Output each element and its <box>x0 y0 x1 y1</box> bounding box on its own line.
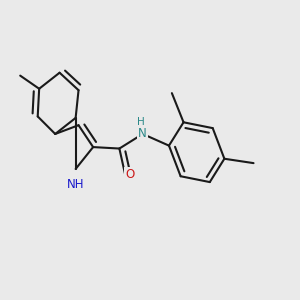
Text: N: N <box>138 128 147 140</box>
Text: O: O <box>125 168 134 181</box>
Text: NH: NH <box>67 178 84 191</box>
Text: H: H <box>137 117 145 127</box>
